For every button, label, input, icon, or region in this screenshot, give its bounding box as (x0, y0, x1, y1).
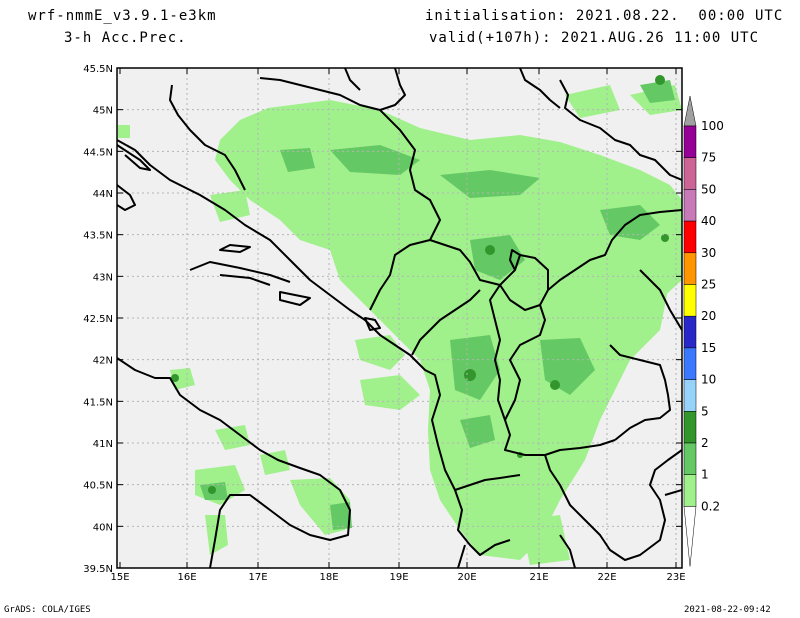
lat-label: 43.5N (83, 231, 113, 242)
lat-label: 42.5N (83, 314, 113, 325)
model-title: wrf-nmmE_v3.9.1-e3km (28, 8, 217, 24)
valid-time: valid(+107h): 2021.AUG.26 11:00 UTC (429, 30, 760, 46)
lon-label: 23E (666, 572, 685, 583)
lat-label: 43N (93, 272, 113, 283)
lat-label: 45N (93, 106, 113, 117)
colorbar-swatch (683, 411, 697, 444)
lat-label: 39.5N (83, 564, 113, 575)
colorbar-swatch (683, 125, 697, 158)
colorbar-bottom-arrow (683, 506, 697, 567)
lat-label: 40N (93, 522, 113, 533)
lat-label: 42N (93, 356, 113, 367)
timestamp-label: 2021-08-22-09:42 (684, 605, 771, 615)
lat-label: 44N (93, 189, 113, 200)
colorbar-label: 5 (701, 404, 709, 418)
lon-label: 20E (457, 572, 476, 583)
colorbar-label: 50 (701, 182, 716, 196)
colorbar-label: 1 (701, 468, 709, 482)
credit-label: GrADS: COLA/IGES (4, 605, 91, 615)
lon-label: 15E (110, 572, 129, 583)
lon-label: 17E (248, 572, 267, 583)
colorbar-swatch (683, 474, 697, 507)
colorbar-label: 20 (701, 309, 716, 323)
lon-label: 21E (529, 572, 548, 583)
lat-label: 45.5N (83, 64, 113, 75)
colorbar: 100 75 50 40 30 25 20 15 10 5 2 1 0.2 (683, 95, 724, 567)
colorbar-swatch (683, 189, 697, 222)
coastlines-borders (117, 68, 682, 568)
lon-label: 19E (389, 572, 408, 583)
longitude-labels: 15E 16E 17E 18E 19E 20E 21E 22E 23E (110, 572, 685, 583)
colorbar-label: 100 (701, 119, 724, 133)
lat-label: 44.5N (83, 147, 113, 158)
colorbar-swatch (683, 347, 697, 380)
field-title: 3-h Acc.Prec. (64, 30, 187, 46)
colorbar-swatch (683, 284, 697, 317)
colorbar-swatch (683, 442, 697, 475)
latitude-labels: 45.5N 45N 44.5N 44N 43.5N 43N 42.5N 42N 41.5N 41N… (83, 64, 113, 575)
lon-label: 22E (597, 572, 616, 583)
colorbar-label: 15 (701, 341, 716, 355)
lat-label: 41N (93, 439, 113, 450)
colorbar-label: 2 (701, 436, 709, 450)
colorbar-label: 25 (701, 278, 716, 292)
colorbar-swatch (683, 220, 697, 254)
colorbar-swatch (683, 252, 697, 285)
lon-label: 18E (319, 572, 338, 583)
colorbar-top-arrow (683, 95, 697, 127)
lat-label: 41.5N (83, 397, 113, 408)
lat-label: 40.5N (83, 481, 113, 492)
colorbar-label: 30 (701, 246, 716, 260)
colorbar-label: 10 (701, 373, 716, 387)
colorbar-swatch (683, 315, 697, 349)
colorbar-swatch (683, 157, 697, 190)
init-time: initialisation: 2021.08.22. 00:00 UTC (425, 8, 784, 24)
frame-ticks (117, 67, 682, 569)
colorbar-swatch (683, 379, 697, 412)
lon-label: 16E (177, 572, 196, 583)
colorbar-label: 40 (701, 214, 716, 228)
colorbar-label: 0.2 (701, 499, 720, 513)
colorbar-label: 75 (701, 151, 716, 165)
